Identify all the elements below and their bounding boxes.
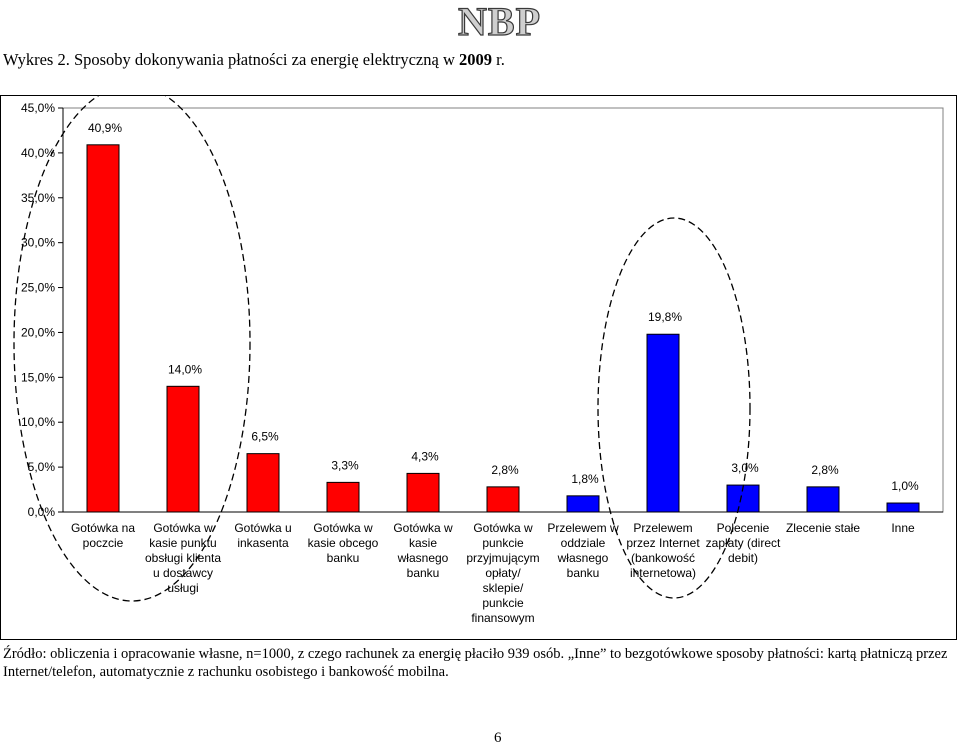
- category-label-line: obsługi klienta: [145, 551, 221, 565]
- category-label-line: Gotówka w: [473, 521, 533, 535]
- y-tick-label: 30,0%: [21, 236, 55, 250]
- category-label: Polecenie zapłaty (direct debit): [706, 521, 781, 565]
- category-label-line: Gotówka w: [153, 521, 213, 535]
- bar-value-label: 2,8%: [811, 463, 839, 477]
- category-label: Gotówka w kasie obcego banku: [308, 521, 379, 565]
- category-label: Gotówka na poczcie: [71, 521, 135, 550]
- chart-area: 0,0% 5,0% 10,0% 15,0% 20,0% 25,0% 30,0% 35,0% 40…: [0, 84, 957, 640]
- category-label-line: zapłaty (direct: [706, 536, 781, 550]
- bar-value-label: 14,0%: [168, 362, 202, 376]
- category-label-line: kasie obcego: [308, 536, 379, 550]
- category-label: Gotówka w punkcie przyjmującym opłaty/sklep…: [466, 521, 539, 625]
- bar-6: [486, 486, 520, 513]
- bar-value-label: 4,3%: [411, 449, 439, 463]
- page-number: 6: [494, 730, 502, 746]
- caption-prefix: Wykres 2. Sposoby dokonywania płatności …: [3, 50, 459, 69]
- bar-chart: 0,0% 5,0% 10,0% 15,0% 20,0% 25,0% 30,0% 35,0% 40…: [0, 84, 957, 640]
- category-label-line: punkcie: [482, 596, 524, 610]
- bar-10: [806, 486, 840, 513]
- category-label-line: (bankowość: [631, 551, 695, 565]
- bar-2: [166, 385, 200, 513]
- y-tick-label: 15,0%: [21, 370, 55, 384]
- y-tick-label: 45,0%: [21, 101, 55, 115]
- category-label-line: Gotówka u: [234, 521, 291, 535]
- category-label-line: Zlecenie stałe: [786, 521, 860, 535]
- category-label-line: przez Internet: [626, 536, 700, 550]
- category-label: Gotówka w kasie punktu obsługi klienta u do…: [145, 521, 221, 595]
- bar-value-label: 3,0%: [731, 461, 759, 475]
- category-label-line: Gotówka na: [71, 521, 135, 535]
- transfer-group-ellipse: [597, 217, 751, 599]
- bar-7: [566, 495, 600, 513]
- category-label-line: banku: [327, 551, 360, 565]
- caption-suffix: r.: [491, 50, 505, 69]
- bar-11: [886, 502, 920, 513]
- category-label-line: Przelewem w: [547, 521, 619, 535]
- bar-value-label: 3,3%: [331, 458, 359, 472]
- category-label: Gotówka w kasie własnego banku: [393, 521, 453, 580]
- category-label-line: przyjmującym: [466, 551, 539, 565]
- category-label: Gotówka u inkasenta: [234, 521, 291, 550]
- category-label-line: opłaty/: [485, 566, 521, 580]
- bar-value-label: 1,8%: [571, 472, 599, 486]
- bar-3: [246, 453, 280, 513]
- category-label-line: poczcie: [83, 536, 124, 550]
- y-tick-label: 5,0%: [28, 460, 56, 474]
- bar-8: [646, 333, 680, 513]
- category-label-line: kasie: [409, 536, 437, 550]
- category-label: Przelewem przez Internet (bankowość interne…: [626, 521, 700, 580]
- category-label-line: Polecenie: [717, 521, 770, 535]
- category-label-line: własnego: [397, 551, 449, 565]
- category-label-line: inkasenta: [237, 536, 289, 550]
- category-label: Zlecenie stałe: [786, 521, 860, 535]
- category-label-line: Przelewem: [633, 521, 692, 535]
- bar-1: [86, 144, 120, 513]
- category-label-line: oddziale: [561, 536, 606, 550]
- category-label: Inne: [891, 521, 915, 535]
- category-label-line: Gotówka w: [393, 521, 453, 535]
- category-label-line: debit): [728, 551, 758, 565]
- category-label-line: punkcie: [482, 536, 524, 550]
- y-tick-label: 35,0%: [21, 191, 55, 205]
- category-label-line: internetowa): [630, 566, 696, 580]
- bar-value-label: 2,8%: [491, 463, 519, 477]
- category-label-line: banku: [407, 566, 440, 580]
- bar-value-label: 19,8%: [648, 310, 682, 324]
- category-label-line: finansowym: [471, 611, 534, 625]
- category-label-line: Inne: [891, 521, 915, 535]
- chart-frame-border: [0, 95, 957, 640]
- category-label-line: usługi: [167, 581, 198, 595]
- category-label-line: własnego: [557, 551, 609, 565]
- bar-value-label: 6,5%: [251, 430, 279, 444]
- category-label-line: sklepie/: [483, 581, 524, 595]
- chart-caption: Wykres 2. Sposoby dokonywania płatności …: [3, 50, 505, 70]
- category-label-line: banku: [567, 566, 600, 580]
- bar-value-label: 40,9%: [88, 121, 122, 135]
- y-tick-label: 20,0%: [21, 325, 55, 339]
- nbp-logo: NBP: [457, 0, 541, 44]
- category-label-line: kasie punktu: [149, 536, 216, 550]
- y-tick-label: 25,0%: [21, 281, 55, 295]
- bar-4: [326, 481, 360, 513]
- bar-5: [406, 472, 440, 513]
- category-label-line: u dostawcy: [153, 566, 213, 580]
- category-label: Przelewem w oddziale własnego banku: [547, 521, 619, 580]
- source-note: Źródło: obliczenia i opracowanie własne,…: [3, 646, 948, 680]
- category-label-line: Gotówka w: [313, 521, 373, 535]
- bar-value-label: 1,0%: [891, 479, 919, 493]
- caption-year: 2009: [458, 50, 492, 69]
- y-tick-label: 10,0%: [21, 415, 55, 429]
- y-tick-label: 0,0%: [28, 505, 56, 519]
- y-tick-label: 40,0%: [21, 146, 55, 160]
